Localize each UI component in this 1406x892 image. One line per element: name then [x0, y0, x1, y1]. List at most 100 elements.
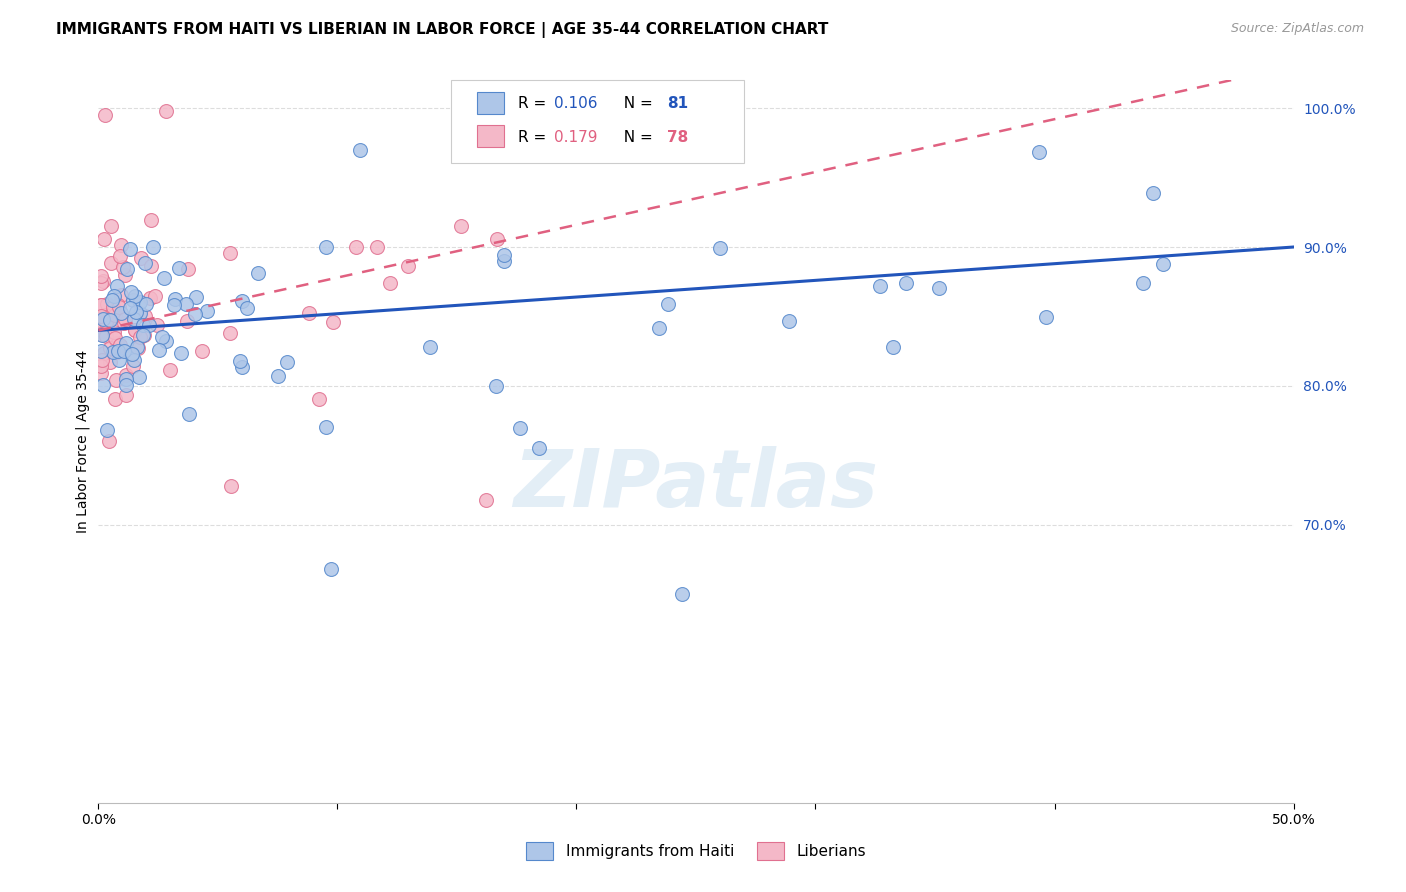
Point [1152, 257, 1174, 271]
Point [165, 292, 187, 306]
Point [236, 301, 259, 315]
Point [90, 268, 112, 283]
Point [191, 344, 214, 359]
Point [101, 345, 124, 359]
Point [124, 312, 146, 326]
Point [93, 345, 115, 359]
Point [115, 261, 138, 276]
Point [229, 354, 252, 368]
Point [486, 232, 509, 246]
Text: 81: 81 [668, 95, 689, 111]
Text: ZIPatlas: ZIPatlas [513, 446, 879, 524]
Point [231, 294, 253, 309]
Point [1035, 310, 1057, 324]
Point [176, 314, 198, 328]
Point [105, 278, 128, 293]
Point [91, 324, 114, 338]
Point [308, 392, 330, 407]
Point [231, 359, 253, 374]
Point [115, 368, 138, 382]
Point [128, 295, 150, 310]
Point [101, 293, 124, 308]
Point [153, 270, 176, 285]
Point [167, 261, 190, 276]
Point [276, 354, 298, 368]
Point [475, 492, 498, 507]
Point [419, 340, 441, 354]
Text: 0.179: 0.179 [554, 130, 598, 145]
Point [120, 242, 142, 256]
Point [349, 143, 371, 157]
Point [112, 260, 135, 274]
Point [97, 434, 120, 449]
Point [105, 344, 128, 359]
Point [298, 306, 321, 320]
Legend: Immigrants from Haiti, Liberians: Immigrants from Haiti, Liberians [519, 835, 873, 867]
Point [143, 289, 166, 303]
Point [105, 336, 128, 351]
Point [125, 305, 148, 319]
Point [366, 240, 388, 254]
Point [219, 326, 242, 341]
Point [132, 328, 155, 343]
Point [142, 240, 165, 254]
Point [90, 366, 112, 380]
Point [648, 320, 671, 334]
Point [139, 259, 162, 273]
Point [177, 408, 200, 422]
Point [103, 392, 125, 407]
Point [184, 290, 207, 304]
Point [321, 562, 343, 576]
Point [107, 352, 129, 367]
Point [120, 301, 142, 315]
Point [195, 304, 218, 318]
Point [90, 298, 112, 312]
Point [121, 346, 143, 360]
Point [247, 266, 270, 280]
Point [159, 363, 181, 377]
Point [110, 338, 132, 352]
Point [484, 379, 506, 393]
Point [90, 319, 112, 334]
Point [322, 315, 344, 329]
Point [134, 256, 156, 270]
Point [110, 287, 132, 301]
Point [129, 306, 152, 320]
Point [98, 341, 121, 355]
Point [124, 323, 146, 337]
Point [124, 289, 146, 303]
Point [124, 353, 146, 368]
Point [90, 344, 112, 359]
FancyBboxPatch shape [451, 80, 744, 163]
Point [657, 297, 679, 311]
Point [128, 369, 150, 384]
Point [96, 296, 118, 310]
Point [163, 298, 186, 312]
Point [709, 241, 731, 255]
Point [96, 315, 118, 329]
Point [134, 310, 156, 324]
Point [129, 251, 152, 265]
Point [103, 289, 125, 303]
Point [177, 262, 200, 277]
FancyBboxPatch shape [477, 125, 503, 147]
Point [104, 308, 127, 322]
Point [103, 326, 125, 340]
Point [155, 103, 177, 118]
Point [96, 329, 118, 343]
Point [184, 307, 207, 321]
Point [90, 327, 112, 342]
Point [155, 334, 177, 349]
Point [91, 328, 114, 343]
Point [112, 316, 135, 330]
Text: 0.106: 0.106 [554, 95, 598, 111]
Point [104, 331, 127, 345]
Point [104, 308, 127, 322]
Point [315, 239, 337, 253]
Point [114, 268, 136, 282]
Y-axis label: In Labor Force | Age 35-44: In Labor Force | Age 35-44 [76, 350, 90, 533]
Point [90, 276, 112, 290]
Point [509, 420, 531, 434]
Text: R =: R = [517, 130, 551, 145]
Point [91, 378, 114, 392]
